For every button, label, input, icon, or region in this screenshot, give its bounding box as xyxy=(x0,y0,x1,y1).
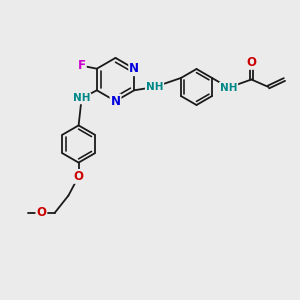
Text: NH: NH xyxy=(146,82,163,92)
Text: NH: NH xyxy=(73,93,90,103)
Text: O: O xyxy=(36,206,46,220)
Text: N: N xyxy=(129,62,139,75)
Text: NH: NH xyxy=(220,82,237,93)
Text: O: O xyxy=(74,170,84,183)
Text: O: O xyxy=(246,56,256,69)
Text: F: F xyxy=(78,59,86,72)
Text: N: N xyxy=(110,94,121,108)
